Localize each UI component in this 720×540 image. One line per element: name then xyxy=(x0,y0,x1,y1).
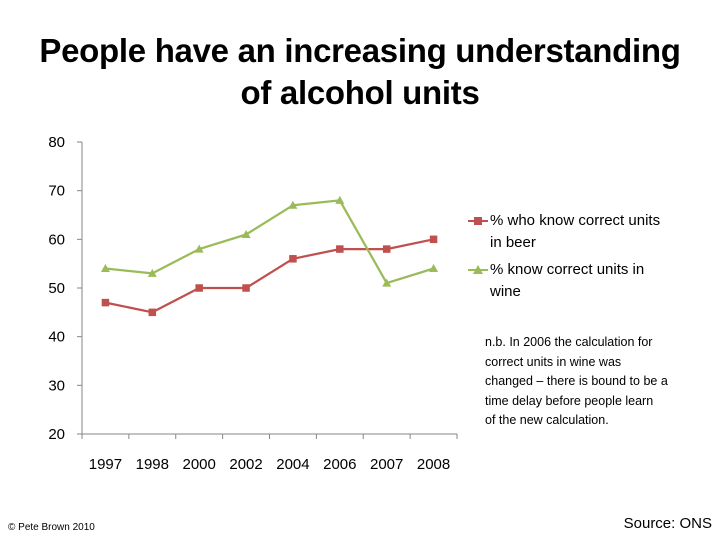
wine-point-2004 xyxy=(288,200,298,209)
wine-point-2006 xyxy=(335,195,345,204)
x-tick-label-2008: 2008 xyxy=(417,456,450,473)
y-tick-label-60: 60 xyxy=(48,231,65,248)
legend-entry-beer: % who know correct units in beer xyxy=(468,210,708,254)
x-tick-label-2002: 2002 xyxy=(229,456,262,473)
wine-point-2000 xyxy=(194,244,204,253)
x-tick-label-1997: 1997 xyxy=(89,456,122,473)
y-tick-label-20: 20 xyxy=(48,426,65,443)
note-line-2: correct units in wine was xyxy=(485,354,622,369)
beer-point-2006 xyxy=(336,245,344,253)
legend-label-beer-line-2: in beer xyxy=(490,234,536,251)
copyright-notice: © Pete Brown 2010 xyxy=(8,522,95,533)
note-line-5: of the new calculation. xyxy=(485,413,609,427)
wine-point-2008 xyxy=(429,264,439,272)
x-tick-label-2000: 2000 xyxy=(183,456,216,473)
y-tick-label-50: 50 xyxy=(48,280,65,297)
beer-point-2002 xyxy=(242,284,250,292)
chart-axes xyxy=(77,141,458,439)
x-tick-label-2006: 2006 xyxy=(323,456,356,473)
wine-point-1998 xyxy=(147,268,157,277)
y-tick-label-80: 80 xyxy=(48,134,65,151)
beer-point-1997 xyxy=(101,298,110,307)
beer-point-2004 xyxy=(289,255,297,263)
slide-title: People have an increasing understanding … xyxy=(0,30,720,114)
chart-series-markers xyxy=(100,195,439,317)
chart-legend: % who know correct units in beer % know … xyxy=(468,210,708,308)
wine-point-2002 xyxy=(241,230,251,238)
slide-title-line-1: People have an increasing understanding xyxy=(39,32,681,69)
legend-label-wine-line-1: % know correct units in xyxy=(490,261,645,278)
beer-point-2000 xyxy=(195,284,203,292)
legend-swatch-beer xyxy=(468,217,488,225)
slide-title-line-2: of alcohol units xyxy=(240,74,480,111)
y-tick-label-70: 70 xyxy=(48,183,65,200)
note-line-1: n.b. In 2006 the calculation for xyxy=(485,335,653,349)
chart-tick-labels: 20 30 40 50 60 70 80 1997 1998 2000 2002 2004 2006 20… xyxy=(48,134,450,473)
wine-point-1997 xyxy=(100,264,110,272)
note-line-3: changed – there is bound to be a xyxy=(485,374,668,388)
y-tick-label-40: 40 xyxy=(48,329,65,346)
legend-swatch-wine xyxy=(468,265,488,274)
source-credit: Source: ONS xyxy=(623,515,712,532)
beer-point-2008 xyxy=(429,235,438,244)
beer-point-2007 xyxy=(382,245,391,253)
x-tick-label-2004: 2004 xyxy=(276,456,309,473)
legend-label-wine-line-2: wine xyxy=(490,283,521,300)
series-line-wine xyxy=(105,199,434,285)
series-line-beer xyxy=(105,238,434,314)
beer-point-1998 xyxy=(148,308,157,317)
note-line-4: time delay before people learn xyxy=(485,393,654,408)
legend-label-beer-line-1: % who know correct units xyxy=(490,212,661,229)
x-tick-label-2007: 2007 xyxy=(370,456,403,473)
chart-note: n.b. In 2006 the calculation for correct… xyxy=(485,333,710,431)
x-tick-label-1998: 1998 xyxy=(136,456,169,473)
wine-point-2007 xyxy=(382,278,392,287)
y-tick-label-30: 30 xyxy=(48,377,65,394)
chart-series-lines xyxy=(105,199,434,314)
legend-entry-wine: % know correct units in wine xyxy=(468,259,708,303)
